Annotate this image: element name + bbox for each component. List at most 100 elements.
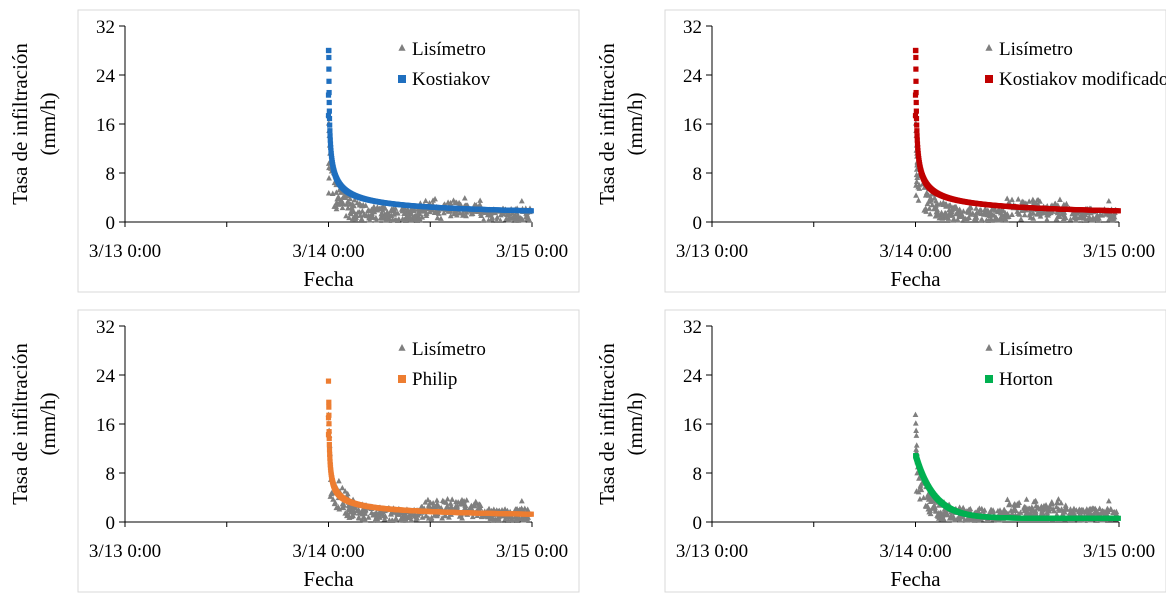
lisimetro-point	[445, 199, 451, 205]
lisimetro-point	[1026, 198, 1033, 204]
lisimetro-point	[955, 515, 962, 521]
lisimetro-point	[1004, 496, 1011, 502]
lisimetro-point	[929, 201, 936, 208]
lisimetro-point	[1071, 511, 1078, 517]
lisimetro-point	[915, 488, 922, 495]
lisimetro-point	[931, 194, 938, 201]
lisimetro-point	[459, 515, 465, 521]
lisimetro-point	[392, 515, 399, 521]
lisimetro-point	[393, 216, 399, 223]
model-point	[328, 148, 334, 154]
model-point	[326, 54, 332, 61]
lisimetro-point	[388, 212, 395, 218]
lisimetro-point	[1004, 195, 1011, 201]
lisimetro-point	[1067, 510, 1074, 516]
model-point	[327, 459, 333, 465]
model-point	[912, 113, 919, 119]
y-axis-title-line-2: (mm/h)	[623, 393, 647, 456]
lisimetro-point	[1105, 197, 1112, 204]
lisimetro-point	[336, 506, 343, 512]
lisimetro-point	[461, 195, 468, 201]
lisimetro-point	[419, 514, 426, 520]
lisimetro-point	[936, 214, 943, 221]
lisimetro-point	[509, 516, 515, 522]
lisimetro-point	[446, 514, 452, 520]
lisimetro-point	[922, 192, 929, 198]
lisimetro-point	[359, 511, 366, 517]
lisimetro-point	[1038, 511, 1044, 517]
lisimetro-point	[924, 494, 930, 500]
lisimetro-point	[1063, 200, 1070, 207]
lisimetro-point	[505, 216, 512, 223]
lisimetro-point	[1087, 509, 1093, 516]
lisimetro-point	[522, 516, 529, 522]
lisimetro-point	[1025, 505, 1031, 511]
lisimetro-point	[1088, 505, 1094, 512]
lisimetro-point	[511, 213, 517, 219]
legend-marker-lisimetro	[985, 344, 993, 351]
chart-frame	[77, 309, 580, 593]
lisimetro-point	[1021, 211, 1028, 218]
lisimetro-point	[992, 215, 998, 222]
y-tick-label: 24	[683, 66, 703, 87]
lisimetro-point	[914, 174, 921, 180]
lisimetro-point	[428, 516, 435, 522]
lisimetro-point	[1073, 213, 1080, 220]
lisimetro-point	[449, 496, 456, 502]
lisimetro-point	[425, 496, 431, 503]
lisimetro-point	[478, 212, 485, 218]
lisimetro-point	[519, 506, 526, 513]
lisimetro-point	[980, 508, 986, 514]
lisimetro-point	[477, 210, 484, 216]
lisimetro-point	[407, 513, 414, 520]
lisimetro-point	[913, 432, 920, 438]
y-tick-label: 16	[96, 415, 115, 436]
legend: Lisímetro Horton	[985, 339, 1073, 390]
y-tick-label: 16	[683, 415, 702, 436]
lisimetro-point	[369, 210, 375, 216]
y-tick-label: 8	[106, 164, 116, 185]
lisimetro-point	[983, 217, 990, 223]
model-point	[914, 133, 920, 139]
model-point	[913, 66, 919, 72]
lisimetro-point	[497, 217, 504, 223]
y-tick-label: 0	[693, 213, 703, 234]
lisimetro-point	[448, 503, 455, 509]
x-tick-label: 3/14 0:00	[879, 241, 951, 262]
lisimetro-point	[988, 209, 994, 216]
lisimetro-point	[927, 194, 934, 200]
x-tick-label: 3/14 0:00	[292, 541, 364, 562]
legend-marker-model	[398, 375, 406, 383]
lisimetro-point	[426, 208, 433, 215]
lisimetro-point	[948, 208, 955, 215]
lisimetro-point	[983, 207, 989, 214]
lisimetro-point	[933, 508, 939, 514]
lisimetro-point	[1035, 197, 1042, 203]
lisimetro-point	[922, 502, 929, 509]
lisimetro-point	[502, 506, 508, 512]
lisimetro-point	[490, 517, 496, 523]
lisimetro-point	[328, 490, 335, 497]
x-axis-title: Fecha	[303, 267, 354, 291]
y-tick-label: 8	[106, 464, 116, 485]
lisimetro-point	[1062, 502, 1069, 508]
lisimetro-point	[399, 215, 406, 222]
lisimetro-point	[339, 500, 346, 507]
lisimetro-point	[334, 195, 341, 202]
lisimetro-point	[459, 210, 466, 216]
chart-panel-4: 0 8 16 24 32 3/13 0:00 3/14 0:00 3/15 0:00 Fecha…	[595, 309, 1166, 593]
lisimetro-point	[1051, 507, 1057, 514]
lisimetro-point	[923, 208, 930, 214]
chart-frame	[664, 9, 1166, 293]
lisimetro-point	[935, 509, 942, 516]
lisimetro-point	[927, 210, 934, 217]
lisimetro-point	[370, 511, 377, 518]
lisimetro-point	[394, 510, 401, 516]
x-axis-title: Fecha	[890, 267, 941, 291]
model-point	[1115, 515, 1121, 521]
model-point	[326, 99, 332, 106]
lisimetro-point	[518, 497, 525, 504]
lisimetro-point	[1009, 211, 1015, 218]
lisimetro-point	[915, 197, 922, 203]
lisimetro-point	[913, 427, 919, 433]
